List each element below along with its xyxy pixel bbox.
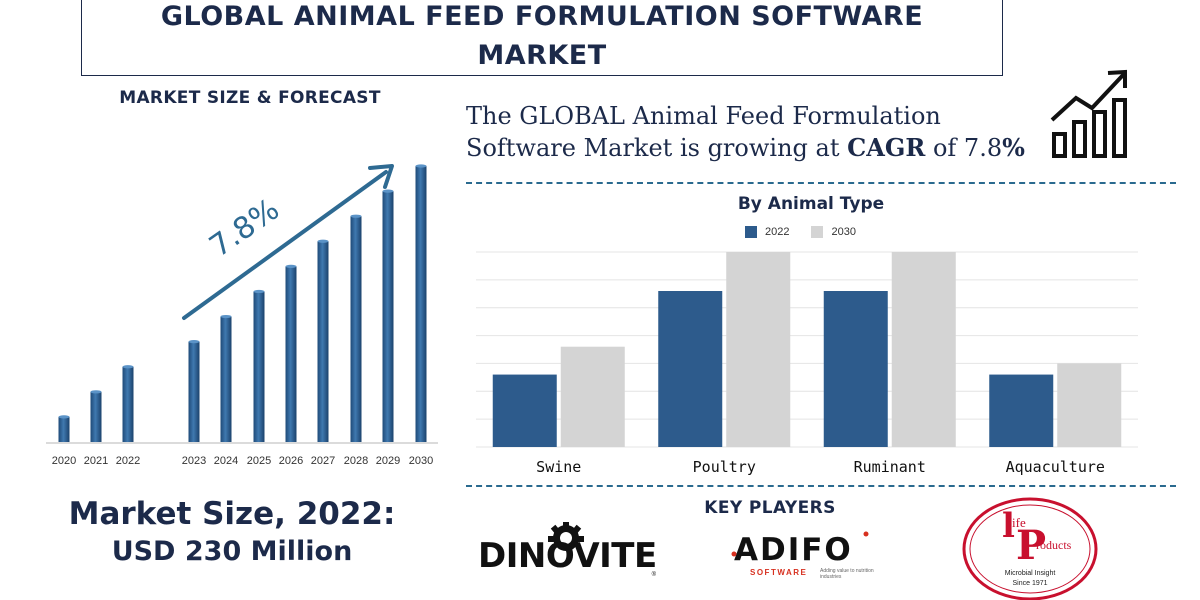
life-logo-l: l bbox=[1002, 506, 1015, 546]
animal-category-label: Aquaculture bbox=[1006, 458, 1105, 476]
forecast-bar-cap bbox=[285, 264, 297, 268]
forecast-tick-label: 2028 bbox=[344, 455, 368, 467]
forecast-tick-label: 2022 bbox=[116, 455, 140, 467]
cagr-of: of bbox=[932, 134, 957, 162]
life-products-logo: l P ife roducts Microbial Insight Since … bbox=[962, 497, 1098, 600]
growth-arrow-shaft bbox=[182, 170, 388, 320]
growth-arrow-head bbox=[368, 164, 394, 189]
forecast-bar bbox=[285, 266, 297, 442]
cagr-line-1: The GLOBAL Animal Feed Formulation bbox=[466, 102, 941, 130]
page-title: GLOBAL ANIMAL FEED FORMULATION SOFTWARE … bbox=[160, 1, 924, 71]
animal-category-label: Poultry bbox=[693, 458, 756, 476]
legend-label-2030: 2030 bbox=[831, 226, 856, 238]
animal-bar-2030 bbox=[560, 346, 625, 447]
dinovite-gear-icon bbox=[548, 522, 584, 551]
adifo-dots-icon bbox=[731, 531, 869, 557]
animal-type-chart: Swine Poultry Ruminant Aquaculture bbox=[476, 251, 1138, 476]
forecast-bar bbox=[317, 241, 329, 442]
forecast-bar-cap bbox=[122, 365, 134, 369]
market-size-label: Market Size, 2022: bbox=[68, 496, 396, 532]
forecast-tick-label: 2020 bbox=[52, 455, 76, 467]
adifo-subtitle: SOFTWARE bbox=[750, 568, 808, 577]
forecast-bar bbox=[253, 291, 265, 442]
legend-item-2030: 2030 bbox=[811, 226, 856, 238]
adifo-logo: ADIFO SOFTWARE Adding value to nutrition… bbox=[730, 530, 880, 590]
forecast-bar bbox=[350, 216, 362, 442]
forecast-bar bbox=[90, 391, 102, 442]
legend-label-2022: 2022 bbox=[765, 226, 790, 238]
life-logo-roducts: roducts bbox=[1036, 538, 1072, 552]
animal-category-label: Swine bbox=[536, 458, 581, 476]
forecast-bar-cap bbox=[90, 390, 102, 394]
divider-bottom bbox=[466, 485, 1176, 487]
animal-chart-legend: 2022 2030 bbox=[745, 226, 856, 238]
dinovite-logo: DINOVITE ® bbox=[478, 522, 657, 588]
cagr-line-2-prefix: Software Market is growing at bbox=[466, 134, 840, 162]
cagr-word: CAGR bbox=[847, 133, 926, 162]
legend-item-2022: 2022 bbox=[745, 226, 789, 238]
life-logo-tagline-1: Microbial Insight bbox=[1005, 570, 1056, 577]
growth-chart-icon bbox=[1050, 69, 1127, 158]
dinovite-wordmark: DINOVITE bbox=[478, 536, 657, 576]
key-players-heading: KEY PLAYERS bbox=[704, 498, 836, 518]
forecast-tick-label: 2030 bbox=[409, 455, 433, 467]
forecast-bar-cap bbox=[220, 314, 232, 319]
animal-bar-2030 bbox=[891, 252, 956, 447]
animal-category-label: Ruminant bbox=[854, 458, 926, 476]
life-logo-tagline-2: Since 1971 bbox=[1012, 580, 1047, 587]
forecast-heading: MARKET SIZE & FORECAST bbox=[119, 88, 381, 108]
forecast-tick-label: 2029 bbox=[376, 455, 400, 467]
forecast-bar-cap bbox=[350, 214, 362, 218]
animal-bar-2022 bbox=[492, 374, 557, 447]
legend-swatch-2030 bbox=[811, 226, 824, 238]
cagr-statement: The GLOBAL Animal Feed Formulation Softw… bbox=[466, 100, 1046, 164]
forecast-bar-cap bbox=[317, 239, 329, 243]
forecast-tick-label: 2027 bbox=[311, 455, 335, 467]
dinovite-trademark: ® bbox=[651, 572, 656, 578]
forecast-tick-label: 2024 bbox=[214, 455, 238, 467]
forecast-chart: 2020 2021 2022 2023 2024 2025 2026 2027 2028 2029… bbox=[46, 164, 438, 467]
animal-bar-2030 bbox=[726, 252, 791, 447]
forecast-bar bbox=[122, 366, 134, 442]
forecast-bar-cap bbox=[188, 340, 200, 344]
animal-bar-2022 bbox=[823, 291, 888, 447]
divider-top bbox=[466, 182, 1176, 184]
life-logo-p: P bbox=[1016, 522, 1046, 569]
adifo-tagline: Adding value to nutrition industries bbox=[820, 568, 874, 580]
life-logo-ife: ife bbox=[1012, 515, 1026, 530]
forecast-bar-cap bbox=[253, 289, 265, 294]
forecast-bar bbox=[415, 166, 427, 442]
cagr-percent: % bbox=[1002, 133, 1025, 162]
forecast-bar bbox=[58, 416, 70, 442]
cagr-rate: 7.8 bbox=[963, 134, 1003, 162]
forecast-tick-label: 2026 bbox=[279, 455, 303, 467]
forecast-tick-label: 2021 bbox=[84, 455, 108, 467]
market-size-value: USD 230 Million bbox=[111, 536, 353, 567]
forecast-bar bbox=[382, 191, 394, 442]
legend-swatch-2022 bbox=[745, 226, 757, 238]
forecast-bar-cap bbox=[382, 189, 394, 193]
animal-chart-title: By Animal Type bbox=[737, 194, 885, 214]
animal-bar-2022 bbox=[989, 374, 1054, 447]
animal-bar-2022 bbox=[658, 291, 723, 447]
animal-bar-2030 bbox=[1057, 363, 1122, 447]
forecast-tick-label: 2025 bbox=[247, 455, 271, 467]
forecast-bar-cap bbox=[415, 164, 427, 168]
cagr-line-2: Software Market is growing at CAGR of 7.… bbox=[466, 132, 1046, 164]
forecast-bar bbox=[188, 341, 200, 442]
forecast-bar bbox=[220, 316, 232, 442]
adifo-wordmark: ADIFO bbox=[734, 532, 853, 568]
forecast-bar-cap bbox=[58, 415, 70, 419]
title-box: GLOBAL ANIMAL FEED FORMULATION SOFTWARE … bbox=[81, 0, 1003, 76]
forecast-tick-label: 2023 bbox=[182, 455, 206, 467]
